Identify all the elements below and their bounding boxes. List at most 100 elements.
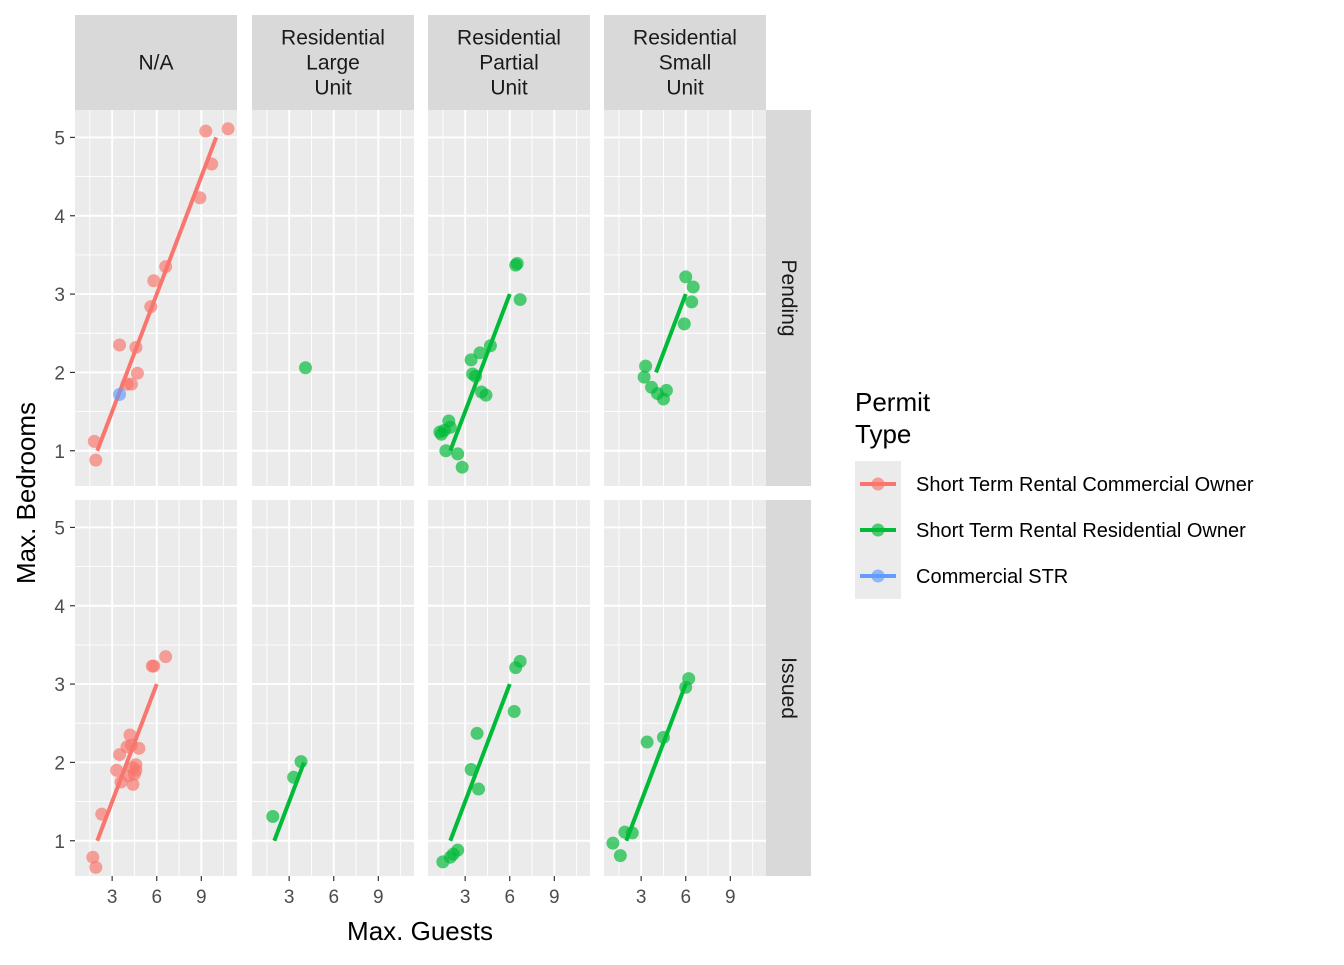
column-strip-background [75, 15, 237, 110]
data-point [199, 124, 213, 138]
data-point [89, 860, 103, 874]
data-point [147, 274, 161, 288]
strip-label-line: Residential [633, 27, 737, 50]
panel-data-1-3 [606, 672, 696, 863]
legend-label: Short Term Rental Residential Owner [916, 520, 1246, 542]
row-strip: Issued [766, 500, 811, 876]
data-point [443, 420, 457, 434]
row-strip: Pending [766, 110, 811, 486]
data-point [86, 850, 100, 864]
y-tick-label: 5 [54, 128, 65, 149]
fit-line [654, 293, 688, 374]
panel-1-1 [252, 500, 414, 876]
data-point [87, 434, 101, 448]
x-tick-label: 9 [549, 887, 560, 908]
data-point [473, 346, 487, 360]
strip-label-line: Residential [281, 27, 385, 50]
data-point [266, 809, 280, 823]
data-point [510, 257, 524, 271]
panel-data-0-0 [87, 122, 235, 467]
data-point [110, 763, 124, 777]
data-point [659, 383, 673, 397]
legend-label: Commercial STR [916, 566, 1068, 588]
y-axis-title: Max. Bedrooms [11, 402, 41, 584]
data-point [144, 300, 158, 314]
data-point [513, 293, 527, 307]
y-tick-label: 1 [54, 832, 65, 853]
data-point [205, 157, 219, 171]
data-point [130, 366, 144, 380]
column-strip-label: Residential Partial Unit [457, 27, 561, 100]
data-point [656, 730, 670, 744]
y-tick-label: 4 [54, 207, 65, 228]
column-strip: N/A [75, 15, 237, 110]
data-point [123, 728, 137, 742]
data-point [159, 260, 173, 274]
column-strip-label: N/A [138, 52, 173, 75]
panel-data-0-2 [433, 257, 527, 474]
column-strip: Residential Partial Unit [428, 15, 590, 110]
data-point [682, 672, 696, 686]
legend-title-line: Permit [855, 387, 931, 417]
column-strip-background [428, 15, 590, 110]
data-point [113, 387, 127, 401]
column-strip: Residential Small Unit [604, 15, 766, 110]
legend-entry: Short Term Rental Residential Owner [855, 507, 1246, 553]
data-point [637, 370, 651, 384]
data-point [464, 353, 478, 367]
strip-label-line: Small [659, 52, 712, 75]
data-point [472, 782, 486, 796]
y-tick-label: 5 [54, 518, 65, 539]
y-tick-label: 1 [54, 442, 65, 463]
x-tick-label: 3 [460, 887, 471, 908]
data-point [470, 726, 484, 740]
data-point [613, 849, 627, 863]
y-tick-label: 4 [54, 597, 65, 618]
data-point [129, 340, 143, 354]
strip-label-line: Unit [490, 77, 528, 100]
panel-0-1 [252, 110, 414, 486]
x-tick-label: 6 [680, 887, 691, 908]
data-point [124, 377, 138, 391]
x-tick-label: 9 [373, 887, 384, 908]
legend-entry: Commercial STR [855, 553, 1068, 599]
data-point [287, 770, 301, 784]
panel-1-2 [428, 500, 590, 876]
fit-line [624, 683, 688, 842]
legend-label: Short Term Rental Commercial Owner [916, 474, 1254, 496]
data-point [640, 735, 654, 749]
x-tick-label: 6 [151, 887, 162, 908]
data-point [639, 359, 653, 373]
data-point [132, 741, 146, 755]
panel-data-1-2 [436, 654, 527, 869]
panel-data-1-1 [266, 755, 308, 842]
x-tick-label: 6 [504, 887, 515, 908]
data-point [513, 654, 527, 668]
x-tick-label: 3 [636, 887, 647, 908]
data-point [507, 705, 521, 718]
data-point [221, 122, 235, 136]
data-point [455, 460, 469, 474]
legend: Permit Type Short Term Rental Commercial O… [855, 387, 1254, 599]
column-strip-background [252, 15, 414, 110]
data-point [95, 807, 109, 821]
fit-line [448, 683, 512, 842]
x-tick-label: 6 [328, 887, 339, 908]
data-point [451, 447, 465, 461]
panel-data-0-3 [637, 270, 700, 406]
column-strip-background [604, 15, 766, 110]
data-point [469, 369, 483, 383]
strip-label-line: Large [306, 52, 360, 75]
data-point [451, 843, 465, 857]
strip-label-line: Unit [666, 77, 704, 100]
data-point [606, 836, 620, 850]
x-axis-title: Max. Guests [347, 916, 493, 946]
row-strip-label: Issued [777, 657, 800, 719]
y-tick-label: 3 [54, 675, 65, 696]
data-point [479, 388, 493, 402]
data-point [685, 295, 699, 309]
strip-label-line: N/A [138, 52, 173, 75]
row-strip-background [766, 500, 811, 876]
data-point [625, 826, 639, 840]
